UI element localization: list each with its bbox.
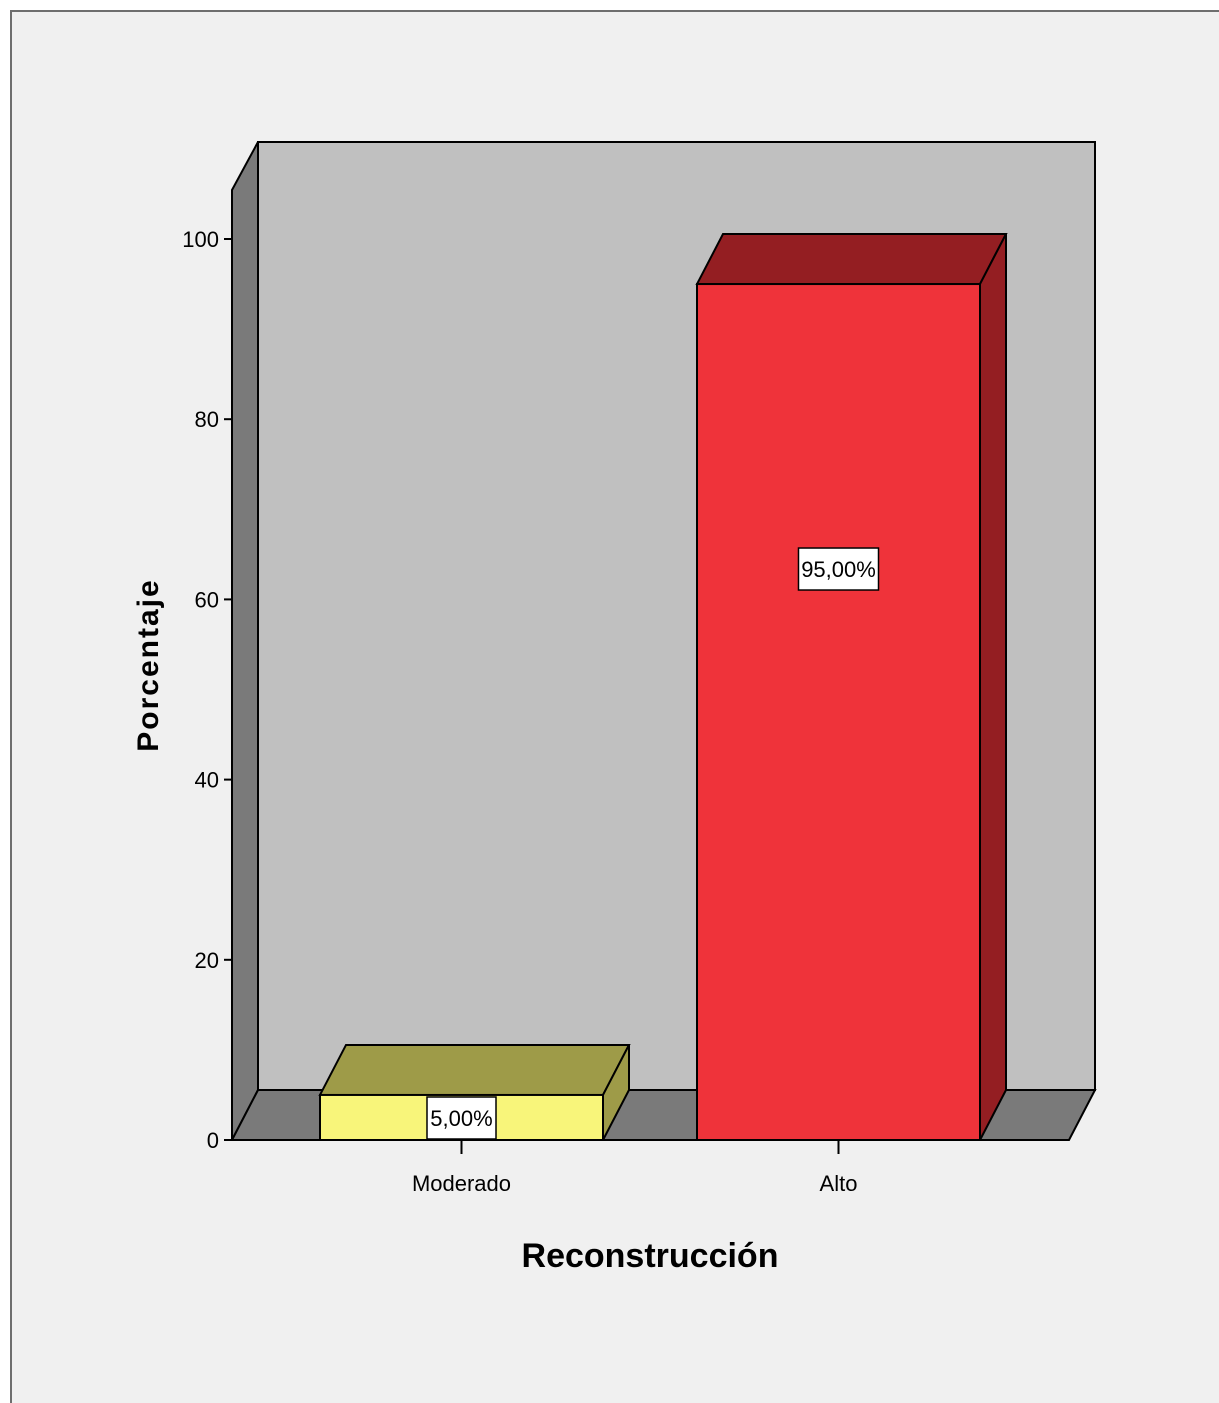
x-tick-label: Alto: [820, 1171, 858, 1196]
y-tick-label: 40: [195, 768, 219, 793]
y-axis-label: Porcentaje: [132, 578, 165, 751]
bar-top-face: [695, 233, 1008, 286]
bar-top-face: [318, 1043, 631, 1096]
data-label: 95,00%: [801, 557, 876, 582]
data-label-box: [797, 547, 880, 591]
y-tick-label: 60: [195, 587, 219, 612]
bars: 5,00% 95,00%: [318, 233, 1008, 1141]
y-tick-label: 0: [207, 1128, 219, 1153]
y-tick-label: 100: [182, 227, 219, 252]
bar-front-face: [696, 283, 981, 1141]
y-ticks: 0 20 40 60 80 100: [182, 227, 232, 1153]
bar-moderado: 5,00%: [318, 1043, 631, 1141]
y-tick-label: 20: [195, 948, 219, 973]
y-tick-label: 80: [195, 407, 219, 432]
bar-alto: 95,00%: [695, 233, 1008, 1141]
side-wall: [231, 141, 259, 1141]
data-label: 5,00%: [430, 1106, 492, 1131]
bar-side-face: [979, 233, 1007, 1141]
x-ticks: Moderado Alto: [412, 1140, 858, 1196]
x-tick-label: Moderado: [412, 1171, 511, 1196]
data-label-box: [426, 1096, 497, 1140]
x-axis-label: Reconstrucción: [522, 1237, 779, 1275]
